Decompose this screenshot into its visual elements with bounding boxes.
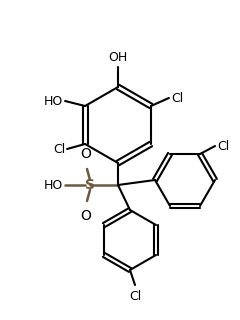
Text: Cl: Cl <box>129 290 141 303</box>
Text: S: S <box>85 178 95 192</box>
Text: Cl: Cl <box>53 142 65 156</box>
Text: Cl: Cl <box>171 92 183 105</box>
Text: HO: HO <box>44 94 63 108</box>
Text: O: O <box>81 209 91 223</box>
Text: HO: HO <box>44 179 63 191</box>
Text: OH: OH <box>108 51 128 64</box>
Text: O: O <box>81 147 91 161</box>
Text: Cl: Cl <box>217 140 229 153</box>
